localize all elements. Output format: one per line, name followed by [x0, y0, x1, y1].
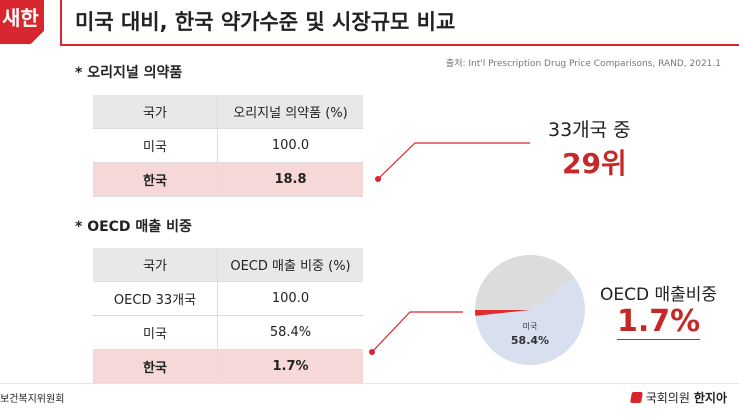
- rank-dot: [375, 176, 381, 182]
- footer-name: 한지아: [693, 391, 727, 405]
- pie-slice-기타: [475, 254, 575, 310]
- cell: 미국: [93, 315, 218, 350]
- cell: OECD 33개국: [93, 281, 218, 316]
- oecd-share-value: 1.7%: [617, 304, 701, 340]
- header-cell: 국가: [93, 95, 218, 129]
- cell: 한국: [93, 162, 218, 197]
- cell: 1.7%: [217, 349, 363, 384]
- table-row: 미국 58.4%: [93, 315, 363, 350]
- footer-prefix: 국회의원: [645, 391, 690, 405]
- pie-value-label: 58.4%: [511, 334, 549, 347]
- footer-committee: 보건복지위원회: [0, 394, 65, 405]
- party-mark-icon: [629, 392, 643, 403]
- oecd-table: 국가 OECD 매출 비중 (%) OECD 33개국 100.0 미국 58.4% …: [93, 248, 363, 384]
- pie-label: 미국: [523, 322, 538, 331]
- page-title: 미국 대비, 한국 약가수준 및 시장규모 비교: [75, 10, 456, 34]
- footer-member: 국회의원 한지아: [629, 389, 727, 406]
- rank-connector: [377, 142, 530, 180]
- pie-dot: [369, 349, 375, 355]
- source: 출처: Int'l Prescription Drug Price Compar…: [445, 59, 721, 69]
- pie-chart: [475, 254, 585, 365]
- logo: [0, 0, 44, 44]
- rank-label: 33개국 중: [548, 119, 631, 141]
- cell: 100.0: [217, 128, 363, 163]
- header-cell: 국가: [93, 248, 218, 282]
- table-row-korea: 한국 1.7%: [93, 349, 363, 384]
- pie-slice-미국: [475, 277, 585, 365]
- cell: 한국: [93, 349, 218, 384]
- header-cell: 오리지널 의약품 (%): [217, 95, 363, 129]
- cell: 미국: [93, 128, 218, 163]
- title-box: [60, 0, 739, 46]
- pie-slice-한국: [475, 310, 530, 316]
- overlay-text: 새한: [2, 6, 39, 30]
- oecd-share-label: OECD 매출비중: [600, 285, 718, 305]
- table-row-korea: 한국 18.8: [93, 162, 363, 197]
- original-drug-table: 국가 오리지널 의약품 (%) 미국 100.0 한국 18.8: [93, 95, 363, 197]
- table-row: 미국 100.0: [93, 128, 363, 163]
- rank-value: 29위: [562, 147, 627, 180]
- pie-connector: [371, 311, 463, 353]
- cell: 58.4%: [217, 315, 363, 350]
- cell: 100.0: [217, 281, 363, 316]
- section2-heading: * OECD 매출 비중: [75, 219, 192, 235]
- footer-divider: [0, 383, 739, 384]
- table-row: OECD 33개국 100.0: [93, 281, 363, 316]
- header-cell: OECD 매출 비중 (%): [217, 248, 363, 282]
- cell: 18.8: [217, 162, 363, 197]
- section1-heading: * 오리지널 의약품: [75, 65, 183, 81]
